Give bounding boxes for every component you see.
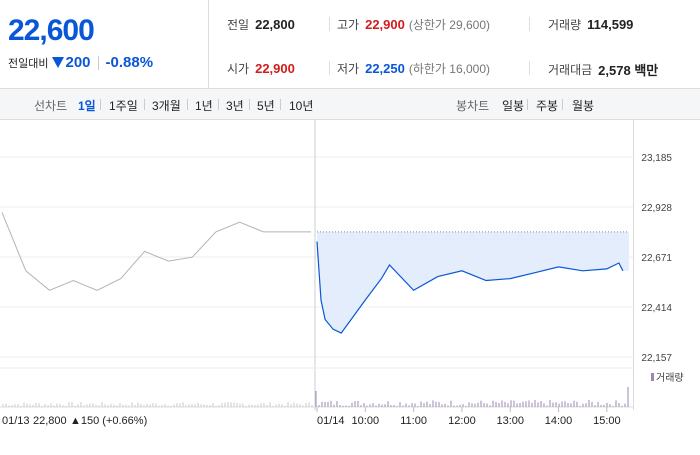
chart-plot — [1, 212, 629, 334]
tab-3m[interactable]: 3개월 — [152, 99, 181, 113]
divider — [187, 99, 188, 110]
divider — [529, 61, 530, 75]
stat-label: 저가 — [337, 62, 360, 76]
volume-plot: 거래량 — [2, 372, 684, 407]
x-tick-label: 14:00 — [545, 415, 573, 427]
divider — [329, 61, 330, 75]
x-axis: 01/13 22,800 ▲150 (+0.66%) 01/14 10:00 11:00 1… — [2, 407, 621, 427]
divider — [562, 99, 563, 110]
stat-value: 22,800 — [255, 17, 295, 32]
stat-amount: 거래대금 2,578 백만 — [548, 60, 658, 79]
tab-daily[interactable]: 일봉 — [502, 99, 525, 113]
divider — [218, 99, 219, 110]
divider — [100, 99, 101, 110]
stat-prev-close: 전일 22,800 — [227, 16, 295, 33]
stat-value: 22,900 — [255, 61, 295, 76]
stat-open: 시가 22,900 — [227, 60, 295, 77]
candle-chart-label: 봉차트 — [456, 99, 490, 113]
tab-weekly[interactable]: 주봉 — [536, 99, 559, 113]
chart-tabs-bar: 선차트 1일 1주일 3개월 1년 3년 5년 10년 봉차트 일봉 주봉 월봉 — [0, 89, 700, 120]
y-tick-label: 22,671 — [641, 253, 672, 264]
price-chart: 23,185 22,928 22,671 22,414 22,157 거래량 01/13… — [0, 120, 684, 427]
change-amount: 200 — [65, 54, 91, 71]
prev-date-label: 01/13 — [2, 415, 30, 427]
price-summary: 22,600 전일대비 200 -0.88% — [0, 0, 209, 88]
tab-3y[interactable]: 3년 — [226, 99, 244, 113]
volume-legend: 거래량 — [656, 372, 684, 384]
quote-header: 22,600 전일대비 200 -0.88% 전일 22,800 고가 22,9… — [0, 0, 700, 89]
upper-limit: (상한가 29,600) — [408, 18, 491, 32]
divider — [527, 99, 528, 110]
divider — [529, 17, 530, 31]
y-tick-label: 22,414 — [641, 303, 672, 314]
line-chart-label: 선차트 — [34, 99, 68, 113]
stat-value: 2,578 백만 — [598, 63, 659, 78]
stat-value: 114,599 — [587, 17, 634, 32]
today-fill — [317, 231, 629, 334]
x-tick-label: 01/14 — [317, 415, 345, 427]
divider — [280, 99, 281, 110]
stat-value: 22,900 — [365, 17, 405, 32]
divider — [97, 55, 99, 70]
prev-close-label: 22,800 — [33, 415, 67, 427]
volume-legend-swatch — [651, 373, 654, 381]
price-chart-area: 23,185 22,928 22,671 22,414 22,157 거래량 01/13… — [0, 120, 700, 450]
x-tick-label: 11:00 — [400, 415, 427, 427]
change-label: 전일대비 — [8, 57, 49, 70]
current-price: 22,600 — [8, 14, 95, 47]
x-tick-label: 12:00 — [448, 415, 476, 427]
tab-5y[interactable]: 5년 — [257, 99, 275, 113]
tab-1y[interactable]: 1년 — [195, 99, 213, 113]
tab-1w[interactable]: 1주일 — [109, 99, 138, 113]
tab-monthly[interactable]: 월봉 — [572, 99, 595, 113]
divider — [329, 17, 330, 31]
lower-limit: (하한가 16,000) — [408, 62, 491, 76]
y-axis: 23,185 22,928 22,671 22,414 22,157 — [641, 153, 672, 364]
today-price-line — [316, 241, 624, 334]
divider — [144, 99, 145, 110]
x-tick-label: 15:00 — [593, 415, 621, 427]
stat-label: 전일 — [227, 18, 250, 32]
change-percent: -0.88% — [105, 54, 154, 71]
stat-low: 저가 22,250 (하한가 16,000) — [337, 60, 490, 77]
y-tick-label: 23,185 — [641, 153, 672, 164]
prev-change-label: ▲150 (+0.66%) — [70, 415, 147, 427]
tab-10y[interactable]: 10년 — [289, 99, 314, 113]
y-tick-label: 22,928 — [641, 203, 672, 214]
x-tick-label: 13:00 — [496, 415, 524, 427]
down-triangle-icon — [52, 57, 65, 68]
divider — [249, 99, 250, 110]
stat-label: 거래량 — [548, 18, 582, 32]
prev-day-line — [1, 212, 311, 291]
stats-panel: 전일 22,800 고가 22,900 (상한가 29,600) 거래량 114… — [209, 0, 700, 88]
y-tick-label: 22,157 — [641, 353, 672, 364]
x-tick-label: 10:00 — [352, 415, 380, 427]
stat-high: 고가 22,900 (상한가 29,600) — [337, 16, 490, 33]
change-row: 전일대비 200 -0.88% — [8, 54, 153, 71]
stat-label: 고가 — [337, 18, 360, 32]
stat-volume: 거래량 114,599 — [548, 16, 633, 33]
stat-label: 거래대금 — [548, 63, 593, 77]
stat-label: 시가 — [227, 62, 250, 76]
tab-1d[interactable]: 1일 — [78, 99, 96, 113]
stat-value: 22,250 — [365, 61, 405, 76]
